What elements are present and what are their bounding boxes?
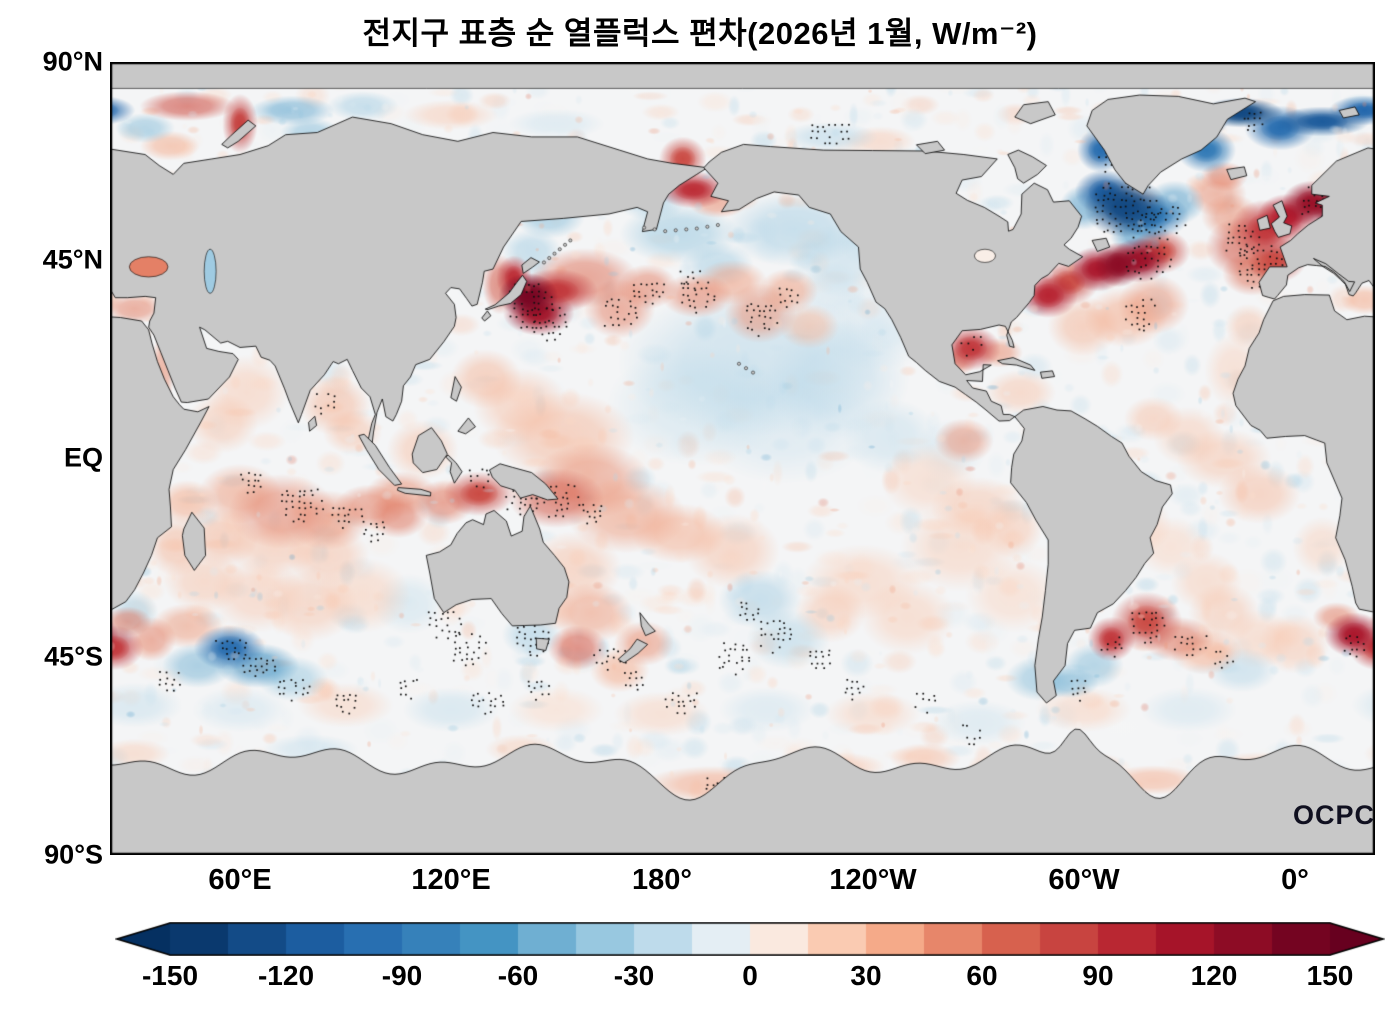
lon-tick-120e: 120°E <box>411 864 491 896</box>
lat-tick-90s: 90°S <box>44 839 103 870</box>
cbar-tick-150: 150 <box>1306 960 1354 991</box>
lon-tick-120w: 120°W <box>829 864 917 896</box>
world-heatflux-map-canvas <box>110 62 1375 855</box>
cbar-tick-90: 90 <box>1082 960 1114 991</box>
lat-tick-90n: 90°N <box>42 46 103 77</box>
cbar-tick-120: 120 <box>1190 960 1238 991</box>
colorbar-canvas <box>115 922 1385 956</box>
cbar-tick-n150: -150 <box>141 960 199 991</box>
lon-tick-60w: 60°W <box>1048 864 1120 896</box>
chart-title: 전지구 표층 순 열플럭스 편차(2026년 1월, W/m⁻²) <box>362 16 1038 51</box>
cbar-tick-60: 60 <box>966 960 998 991</box>
lon-tick-180: 180° <box>632 864 692 896</box>
lat-tick-45s: 45°S <box>44 641 103 672</box>
cbar-tick-n120: -120 <box>257 960 315 991</box>
lat-tick-45n: 45°N <box>42 244 103 275</box>
lat-tick-eq: EQ <box>63 442 103 473</box>
ocpc-logo: OCPC <box>1293 800 1376 830</box>
cbar-tick-n30: -30 <box>613 960 655 991</box>
lon-tick-0: 0° <box>1281 864 1309 896</box>
cbar-tick-n60: -60 <box>497 960 539 991</box>
cbar-tick-n90: -90 <box>381 960 423 991</box>
cbar-tick-30: 30 <box>850 960 882 991</box>
cbar-tick-0: 0 <box>742 960 758 991</box>
lon-tick-60e: 60°E <box>208 864 272 896</box>
